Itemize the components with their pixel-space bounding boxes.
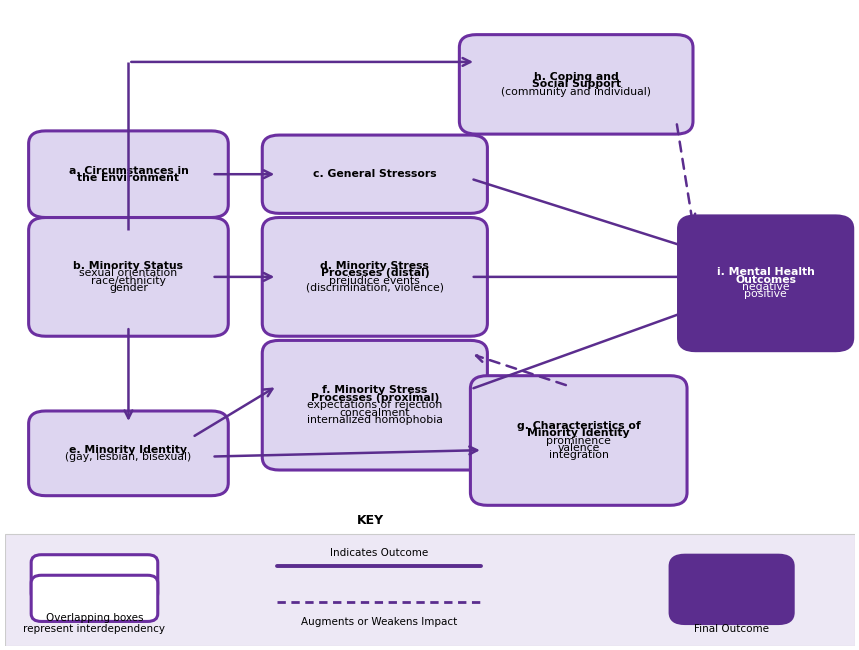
Text: Minority Identity: Minority Identity — [527, 428, 630, 438]
Text: e. Minority Identity: e. Minority Identity — [70, 445, 187, 454]
Text: i. Mental Health: i. Mental Health — [716, 267, 814, 277]
Text: a. Circumstances in: a. Circumstances in — [69, 166, 188, 176]
Text: gender: gender — [109, 283, 148, 293]
FancyBboxPatch shape — [679, 216, 853, 350]
Text: (community and individual): (community and individual) — [501, 86, 651, 97]
FancyBboxPatch shape — [460, 34, 693, 134]
Text: concealment: concealment — [339, 408, 410, 417]
FancyBboxPatch shape — [471, 376, 687, 505]
Text: internalized homophobia: internalized homophobia — [307, 415, 442, 425]
Text: Processes (distal): Processes (distal) — [320, 268, 430, 278]
Text: d. Minority Stress: d. Minority Stress — [320, 261, 430, 271]
Text: negative: negative — [742, 282, 789, 292]
FancyBboxPatch shape — [262, 135, 487, 213]
Text: race/ethnicity: race/ethnicity — [91, 276, 166, 285]
FancyBboxPatch shape — [34, 237, 226, 311]
FancyBboxPatch shape — [28, 218, 228, 336]
Text: expectations of rejection: expectations of rejection — [308, 400, 442, 410]
Text: KEY: KEY — [357, 514, 384, 527]
FancyBboxPatch shape — [262, 218, 487, 336]
Text: Outcomes: Outcomes — [735, 274, 796, 285]
Text: Processes (proximal): Processes (proximal) — [311, 393, 439, 403]
FancyBboxPatch shape — [31, 575, 158, 621]
Text: Social Support: Social Support — [532, 79, 621, 89]
Text: g. Characteristics of: g. Characteristics of — [517, 421, 641, 431]
FancyBboxPatch shape — [28, 131, 228, 218]
Text: (gay, lesbian, bisexual): (gay, lesbian, bisexual) — [65, 452, 192, 462]
Text: (discrimination, violence): (discrimination, violence) — [306, 283, 444, 293]
Text: Indicates Outcome: Indicates Outcome — [330, 548, 428, 558]
Text: valence: valence — [557, 443, 600, 453]
Text: Final Outcome: Final Outcome — [694, 624, 769, 634]
FancyBboxPatch shape — [670, 554, 794, 624]
FancyBboxPatch shape — [31, 554, 158, 601]
Text: integration: integration — [549, 450, 609, 460]
FancyBboxPatch shape — [5, 534, 855, 646]
Text: the Environment: the Environment — [77, 173, 180, 183]
Text: c. General Stressors: c. General Stressors — [313, 169, 436, 179]
Text: prominence: prominence — [546, 436, 611, 445]
Text: prejudice events: prejudice events — [330, 276, 420, 285]
Text: h. Coping and: h. Coping and — [533, 72, 618, 82]
Text: sexual orientation: sexual orientation — [79, 268, 178, 278]
Text: Overlapping boxes
represent interdependency: Overlapping boxes represent interdepende… — [23, 613, 166, 634]
FancyBboxPatch shape — [262, 341, 487, 470]
FancyBboxPatch shape — [28, 411, 228, 496]
Text: f. Minority Stress: f. Minority Stress — [322, 385, 428, 395]
Text: positive: positive — [744, 289, 787, 300]
Text: b. Minority Status: b. Minority Status — [74, 261, 184, 271]
Text: Augments or Weakens Impact: Augments or Weakens Impact — [301, 617, 457, 627]
